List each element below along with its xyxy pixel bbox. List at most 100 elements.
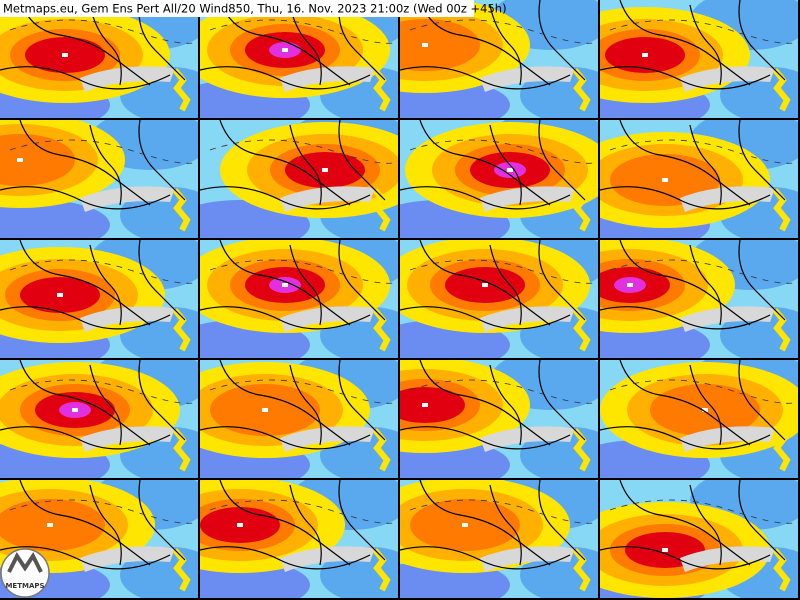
max-marker [702, 408, 708, 412]
panel [600, 240, 798, 358]
border [0, 360, 186, 450]
panel [0, 120, 198, 238]
panel [200, 120, 398, 238]
border [0, 120, 186, 210]
max-marker [422, 403, 428, 407]
max-marker [662, 548, 668, 552]
max-marker [62, 53, 68, 57]
alps [80, 426, 175, 452]
max-marker [662, 178, 668, 182]
alps [680, 426, 775, 452]
isobar [409, 499, 598, 524]
border [600, 120, 786, 210]
coast [172, 188, 191, 232]
isobar [409, 259, 598, 284]
coast [772, 188, 791, 232]
max-marker [237, 523, 243, 527]
coast [572, 68, 591, 112]
max-marker [282, 48, 288, 52]
max-marker [72, 408, 78, 412]
coast [572, 428, 591, 472]
max-marker [282, 283, 288, 287]
coast [372, 68, 391, 112]
border [200, 0, 386, 90]
coast [372, 188, 391, 232]
title: Metmaps.eu, Gem Ens Pert All/20 Wind850,… [3, 2, 507, 16]
alps [480, 426, 575, 452]
max-marker [627, 283, 633, 287]
coast [372, 428, 391, 472]
isobar [409, 379, 598, 404]
isobar [409, 139, 598, 164]
coast [172, 548, 191, 592]
isobar [9, 259, 198, 284]
panel [200, 0, 398, 118]
panel [600, 480, 798, 598]
alps [280, 186, 375, 212]
coast [172, 68, 191, 112]
wind-dark-orange [400, 19, 480, 71]
panel [0, 240, 198, 358]
max-marker [422, 43, 428, 47]
coast [772, 548, 791, 592]
max-marker [462, 523, 468, 527]
max-marker [47, 523, 53, 527]
isobar [209, 19, 398, 44]
border [0, 240, 186, 330]
alps [280, 306, 375, 332]
max-marker [322, 168, 328, 172]
isobar [209, 499, 398, 524]
isobar [609, 499, 798, 524]
max-marker [262, 408, 268, 412]
border [200, 240, 386, 330]
border [400, 120, 586, 210]
alps [480, 306, 575, 332]
coast [772, 68, 791, 112]
isobar [209, 139, 398, 164]
max-marker [642, 53, 648, 57]
panel [400, 120, 598, 238]
alps [680, 546, 775, 572]
coast [772, 428, 791, 472]
alps [80, 546, 175, 572]
panel [600, 120, 798, 238]
logo: METMAPS [0, 548, 50, 598]
panel [200, 240, 398, 358]
panel [200, 480, 398, 598]
logo-text: METMAPS [5, 582, 44, 590]
panel [600, 360, 798, 478]
isobar [609, 139, 798, 164]
panel [400, 0, 598, 118]
coast [172, 308, 191, 352]
border [600, 0, 786, 90]
isobar [9, 139, 198, 164]
max-marker [57, 293, 63, 297]
coast [772, 308, 791, 352]
border [200, 120, 386, 210]
isobar [9, 499, 198, 524]
isobar [609, 19, 798, 44]
alps [680, 66, 775, 92]
panel [0, 360, 198, 478]
border [200, 480, 386, 570]
wind-red [400, 387, 465, 423]
isobar [9, 379, 198, 404]
coast [172, 428, 191, 472]
border [600, 480, 786, 570]
alps [480, 546, 575, 572]
coast [572, 188, 591, 232]
isobar [209, 379, 398, 404]
border [600, 240, 786, 330]
alps [680, 306, 775, 332]
border [400, 0, 586, 90]
alps [480, 66, 575, 92]
max-marker [17, 158, 23, 162]
border [400, 480, 586, 570]
coast [372, 548, 391, 592]
coast [572, 548, 591, 592]
panel [400, 240, 598, 358]
panel [0, 480, 198, 598]
panel [600, 0, 798, 118]
